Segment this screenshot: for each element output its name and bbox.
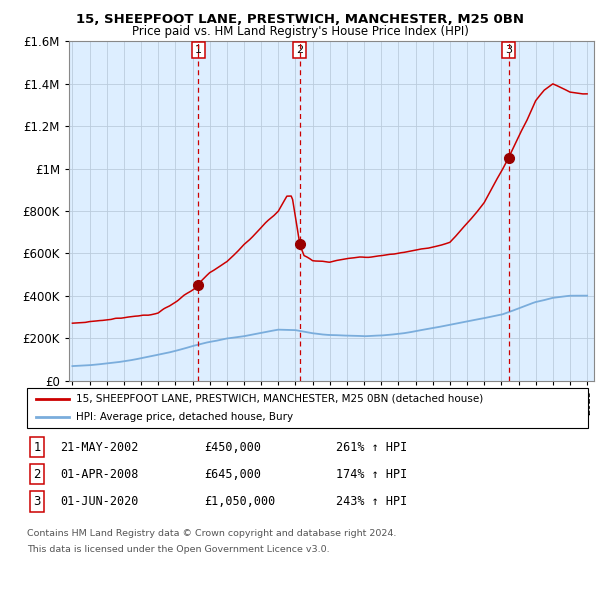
Text: £1,050,000: £1,050,000 [204, 495, 275, 508]
Text: 2: 2 [296, 45, 304, 55]
Text: HPI: Average price, detached house, Bury: HPI: Average price, detached house, Bury [76, 411, 293, 421]
Text: 1: 1 [195, 45, 202, 55]
Text: 1: 1 [34, 441, 41, 454]
Text: 2: 2 [34, 468, 41, 481]
Text: £450,000: £450,000 [204, 441, 261, 454]
Text: Price paid vs. HM Land Registry's House Price Index (HPI): Price paid vs. HM Land Registry's House … [131, 25, 469, 38]
Text: 243% ↑ HPI: 243% ↑ HPI [336, 495, 407, 508]
Text: 01-JUN-2020: 01-JUN-2020 [60, 495, 139, 508]
Text: Contains HM Land Registry data © Crown copyright and database right 2024.: Contains HM Land Registry data © Crown c… [27, 529, 397, 539]
Text: 15, SHEEPFOOT LANE, PRESTWICH, MANCHESTER, M25 0BN (detached house): 15, SHEEPFOOT LANE, PRESTWICH, MANCHESTE… [76, 394, 484, 404]
Text: 3: 3 [34, 495, 41, 508]
Text: 174% ↑ HPI: 174% ↑ HPI [336, 468, 407, 481]
Text: 01-APR-2008: 01-APR-2008 [60, 468, 139, 481]
Text: This data is licensed under the Open Government Licence v3.0.: This data is licensed under the Open Gov… [27, 545, 329, 555]
Text: 21-MAY-2002: 21-MAY-2002 [60, 441, 139, 454]
Text: 15, SHEEPFOOT LANE, PRESTWICH, MANCHESTER, M25 0BN: 15, SHEEPFOOT LANE, PRESTWICH, MANCHESTE… [76, 13, 524, 26]
Text: 3: 3 [505, 45, 512, 55]
Text: £645,000: £645,000 [204, 468, 261, 481]
Text: 261% ↑ HPI: 261% ↑ HPI [336, 441, 407, 454]
